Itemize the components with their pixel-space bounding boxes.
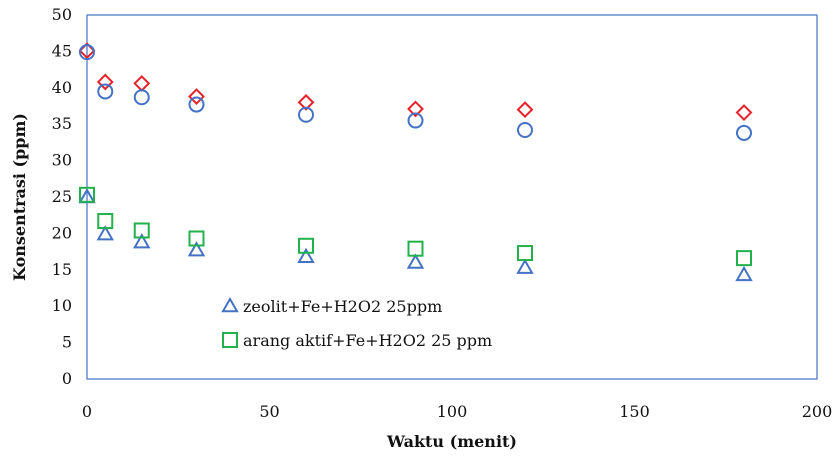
y-axis-title: Konsentrasi (ppm) [10, 113, 29, 281]
y-tick-label: 25 [52, 187, 72, 206]
legend-label: arang aktif+Fe+H2O2 25 ppm [243, 331, 492, 350]
x-tick-label: 50 [259, 402, 279, 421]
data-point-circle [97, 83, 114, 100]
y-tick-label: 10 [52, 296, 72, 315]
data-point-circle [79, 44, 95, 61]
data-point-square [133, 222, 150, 239]
data-point-circle [517, 122, 533, 139]
y-tick-label: 35 [52, 114, 72, 133]
data-point-diamond [188, 88, 205, 105]
legend-item: arang aktif+Fe+H2O2 25 ppm [222, 331, 492, 350]
series-circle [79, 44, 752, 141]
y-tick-label: 30 [52, 151, 72, 170]
data-point-triangle [96, 225, 114, 241]
data-point-triangle [187, 241, 206, 257]
legend-marker-triangle [221, 296, 239, 313]
legend-label: zeolit+Fe+H2O2 25ppm [243, 297, 442, 316]
x-tick-label: 100 [437, 402, 468, 421]
x-axis-ticks: 0 50 100 150 200 [82, 402, 832, 421]
x-tick-label: 200 [802, 402, 833, 421]
data-point-circle [407, 112, 424, 129]
x-axis-title: Waktu (menit) [386, 432, 517, 451]
data-point-square [298, 237, 314, 254]
data-point-diamond [96, 73, 114, 91]
data-point-diamond [516, 101, 534, 119]
y-tick-label: 50 [52, 5, 72, 24]
data-point-square [736, 250, 752, 267]
x-tick-label: 150 [619, 402, 650, 421]
y-axis-ticks: 0 5 10 15 20 25 30 35 40 45 50 [52, 5, 72, 388]
legend: zeolit+Fe+H2O2 25ppm arang aktif+Fe+H2O2 … [221, 296, 492, 350]
y-tick-label: 0 [62, 369, 72, 388]
y-tick-label: 45 [52, 41, 72, 60]
y-tick-label: 20 [52, 223, 72, 242]
x-tick-label: 0 [82, 402, 92, 421]
data-point-diamond [735, 104, 753, 121]
data-point-circle [736, 124, 752, 141]
y-tick-label: 15 [52, 260, 72, 279]
data-point-triangle [735, 265, 753, 282]
data-points [78, 42, 753, 282]
legend-marker-square [222, 332, 238, 348]
data-point-circle [133, 89, 150, 106]
data-point-circle [298, 106, 314, 123]
data-point-triangle [297, 247, 315, 263]
data-point-square [79, 186, 95, 203]
y-tick-label: 40 [52, 78, 72, 97]
data-point-square [188, 230, 205, 247]
series-square [79, 186, 752, 267]
data-point-diamond [297, 93, 315, 111]
y-tick-label: 5 [62, 333, 72, 352]
series-triangle [78, 187, 753, 282]
legend-item: zeolit+Fe+H2O2 25ppm [221, 296, 442, 316]
plot-area [86, 14, 818, 380]
data-point-square [97, 213, 114, 230]
data-point-triangle [406, 253, 425, 269]
data-point-circle [188, 96, 205, 113]
data-point-square [517, 245, 533, 262]
data-point-square [407, 240, 424, 257]
data-point-triangle [133, 233, 151, 249]
data-point-diamond [407, 100, 424, 118]
data-point-triangle [516, 258, 534, 274]
